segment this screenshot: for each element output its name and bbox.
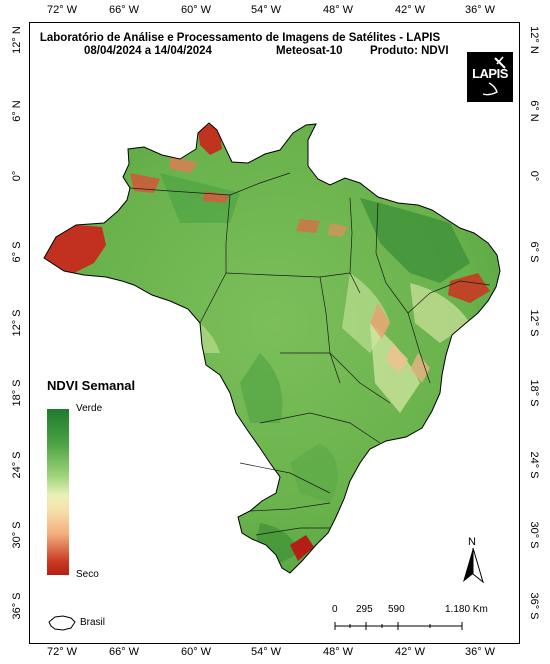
lat-tick-right-3: 0°	[528, 170, 540, 182]
lat-tick-right-1: 12° N	[528, 26, 540, 54]
lat-tick-right-5: 12° S	[528, 309, 540, 337]
lon-tick-top-7: 36° W	[464, 4, 496, 16]
legend-low-label: Seco	[76, 569, 99, 580]
lon-tick-bottom-7: 36° W	[464, 646, 496, 658]
lon-tick-bottom-1: 72° W	[46, 646, 78, 658]
lat-tick-left-2: 6° N	[11, 100, 23, 122]
lat-tick-left-9: 36° S	[11, 592, 23, 620]
lat-tick-right-4: 6° S	[528, 241, 540, 263]
legend-high-label: Verde	[76, 403, 103, 414]
lon-tick-top-6: 42° W	[394, 4, 426, 16]
brasil-label: Brasil	[80, 617, 106, 628]
product-name: Produto: NDVI	[370, 45, 449, 57]
scale-label-1180: 1.180 Km	[445, 604, 488, 615]
lat-tick-right-2: 6° N	[528, 100, 540, 122]
scale-label-590: 590	[388, 604, 405, 615]
lat-tick-left-4: 6° S	[11, 241, 23, 263]
lat-tick-right-9: 36° S	[528, 592, 540, 620]
lon-tick-bottom-4: 54° W	[250, 646, 282, 658]
lon-tick-top-5: 48° W	[322, 4, 354, 16]
north-label: N	[468, 536, 476, 548]
lon-tick-bottom-2: 66° W	[108, 646, 140, 658]
lon-tick-top-2: 66° W	[108, 4, 140, 16]
lat-tick-left-3: 0°	[11, 170, 23, 182]
ndvi-map	[43, 122, 501, 574]
lat-tick-left-8: 30° S	[11, 521, 23, 549]
lon-tick-bottom-5: 48° W	[322, 646, 354, 658]
lat-tick-right-8: 30° S	[528, 521, 540, 549]
date-range: 08/04/2024 a 14/04/2024	[84, 45, 212, 57]
lapis-logo: LAPIS	[467, 52, 513, 102]
state-borders	[129, 172, 491, 536]
north-arrow-icon	[463, 547, 484, 584]
map-title-block: Laboratório de Análise e Processamento d…	[30, 32, 450, 61]
map-title: Laboratório de Análise e Processamento d…	[39, 32, 441, 44]
scale-bar	[334, 622, 463, 630]
ndvi-raster	[44, 123, 500, 573]
lapis-logo-graphic	[482, 56, 506, 96]
lat-tick-left-1: 12° N	[11, 26, 23, 54]
ndvi-color-ramp	[47, 409, 69, 575]
lon-tick-top-4: 54° W	[250, 4, 282, 16]
lat-tick-left-5: 12° S	[11, 309, 23, 337]
lat-tick-right-6: 18° S	[528, 379, 540, 407]
lat-tick-left-6: 18° S	[11, 379, 23, 407]
scale-label-295: 295	[356, 604, 373, 615]
lat-tick-right-7: 24° S	[528, 451, 540, 479]
brasil-outline-icon	[48, 615, 76, 631]
legend-title: NDVI Semanal	[47, 378, 136, 393]
lat-tick-left-7: 24° S	[11, 451, 23, 479]
lon-tick-top-3: 60° W	[180, 4, 212, 16]
lapis-logo-text: LAPIS	[472, 66, 508, 81]
lon-tick-bottom-3: 60° W	[180, 646, 212, 658]
satellite-name: Meteosat-10	[276, 45, 343, 57]
scale-label-0: 0	[332, 604, 338, 615]
lon-tick-bottom-6: 42° W	[394, 646, 426, 658]
lon-tick-top-1: 72° W	[46, 4, 78, 16]
map-subtitle: 08/04/2024 a 14/04/2024 Meteosat-10 Prod…	[30, 45, 450, 61]
